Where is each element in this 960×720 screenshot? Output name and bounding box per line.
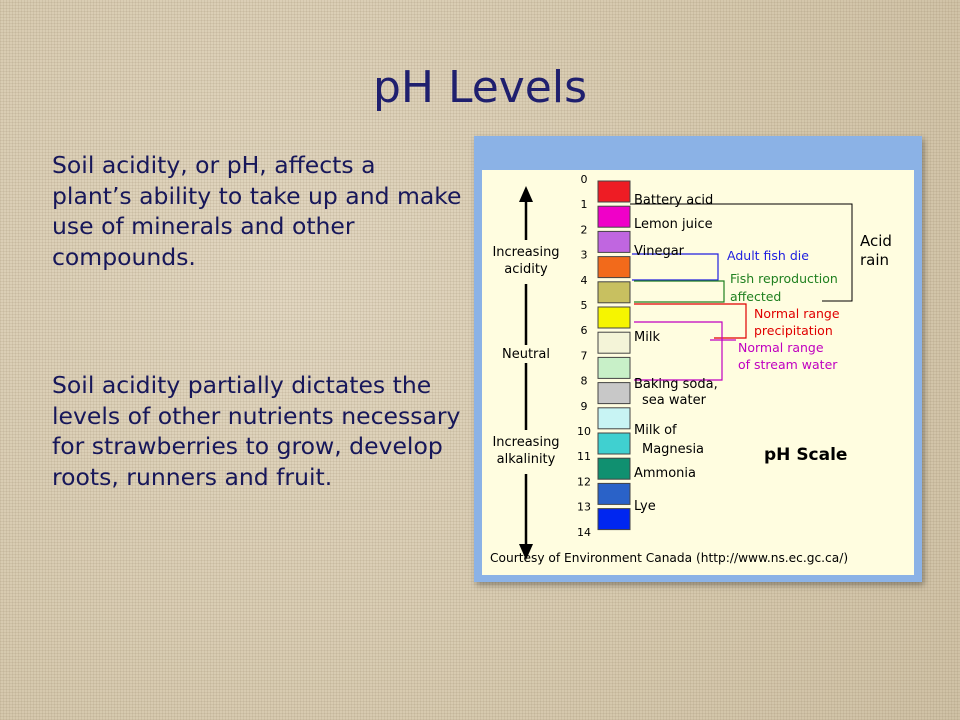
annotation-acid: Acid [860, 232, 892, 250]
annotation-adult-fish-die: Adult fish die [727, 248, 809, 263]
ph-swatch-11 [597, 457, 631, 480]
annotation-normal-stream-1: Normal range [738, 340, 824, 355]
ph-number-7: 7 [581, 349, 588, 362]
ph-number-14: 14 [577, 526, 591, 539]
label-baking-soda: Baking soda, [634, 377, 718, 392]
axis-label-acidity: acidity [504, 262, 548, 277]
ph-swatch-9 [597, 407, 631, 430]
ph-swatch-2 [597, 230, 631, 253]
annotation-fish-repro-2: affected [730, 289, 781, 304]
ph-swatch-0 [597, 180, 631, 203]
paragraph-soil-acidity: Soil acidity, or pH, affects a plant’s a… [52, 151, 462, 271]
ph-number-8: 8 [581, 375, 588, 388]
slide-title: pH Levels [372, 62, 588, 113]
figure-top-strip [474, 136, 922, 170]
annotation-normal-stream-2: of stream water [738, 357, 838, 372]
label-ammonia: Ammonia [634, 466, 696, 481]
label-sea-water: sea water [642, 393, 707, 408]
ph-number-1: 1 [581, 198, 588, 211]
ph-swatch-3 [597, 256, 631, 279]
ph-number-12: 12 [577, 475, 591, 488]
arrow-up-icon [519, 186, 533, 202]
label-milk-of: Milk of [634, 423, 677, 438]
normal-stream-bracket [634, 321, 723, 381]
label-vinegar: Vinegar [634, 244, 685, 259]
ph-number-10: 10 [577, 425, 591, 438]
ph-number-13: 13 [577, 501, 591, 514]
ph-number-11: 11 [577, 450, 591, 463]
normal-precip-bracket [634, 303, 747, 339]
axis-label-alkalinity: alkalinity [497, 452, 556, 467]
ph-swatch-6 [597, 331, 631, 354]
label-lemon-juice: Lemon juice [634, 217, 713, 232]
adult-fish-die-bracket [632, 253, 719, 281]
ph-swatch-7 [597, 356, 631, 379]
paragraph-nutrients: Soil acidity partially dictates the leve… [52, 371, 461, 491]
ph-scale-diagram: Increasing acidity Neutral Increasing al… [484, 173, 892, 565]
ph-number-5: 5 [581, 299, 588, 312]
ph-swatch-13 [597, 508, 631, 531]
label-milk: Milk [634, 330, 660, 345]
annotation-rain: rain [860, 251, 889, 269]
credit-text: Courtesy of Environment Canada (http://w… [490, 551, 848, 565]
ph-number-0: 0 [581, 173, 588, 186]
arrow-down-icon [519, 544, 533, 560]
ph-scale-panel: Increasing acidity Neutral Increasing al… [482, 170, 914, 575]
axis-label-increasing-alk: Increasing [492, 435, 559, 450]
ph-scale-figure: Increasing acidity Neutral Increasing al… [474, 136, 922, 582]
axis-label-neutral: Neutral [502, 347, 550, 362]
label-battery-acid: Battery acid [634, 193, 713, 208]
ph-number-9: 9 [581, 400, 588, 413]
label-magnesia: Magnesia [642, 442, 704, 457]
ph-swatch-8 [597, 382, 631, 405]
label-lye: Lye [634, 499, 656, 514]
ph-scale-title: pH Scale [764, 445, 847, 465]
ph-swatch-10 [597, 432, 631, 455]
ph-swatches [597, 180, 631, 531]
ph-number-2: 2 [581, 223, 588, 236]
ph-swatch-5 [597, 306, 631, 329]
ph-swatch-1 [597, 205, 631, 228]
acid-rain-bracket [630, 203, 853, 302]
annotation-fish-repro-1: Fish reproduction [730, 271, 838, 286]
ph-swatch-4 [597, 281, 631, 304]
ph-swatch-12 [597, 482, 631, 505]
annotation-normal-precip-1: Normal range [754, 306, 840, 321]
ph-number-6: 6 [581, 324, 588, 337]
annotation-normal-precip-2: precipitation [754, 323, 833, 338]
ph-number-3: 3 [581, 249, 588, 262]
ph-number-4: 4 [581, 274, 588, 287]
axis-label-increasing-acid: Increasing [492, 245, 559, 260]
fish-reproduction-bracket [634, 280, 725, 303]
